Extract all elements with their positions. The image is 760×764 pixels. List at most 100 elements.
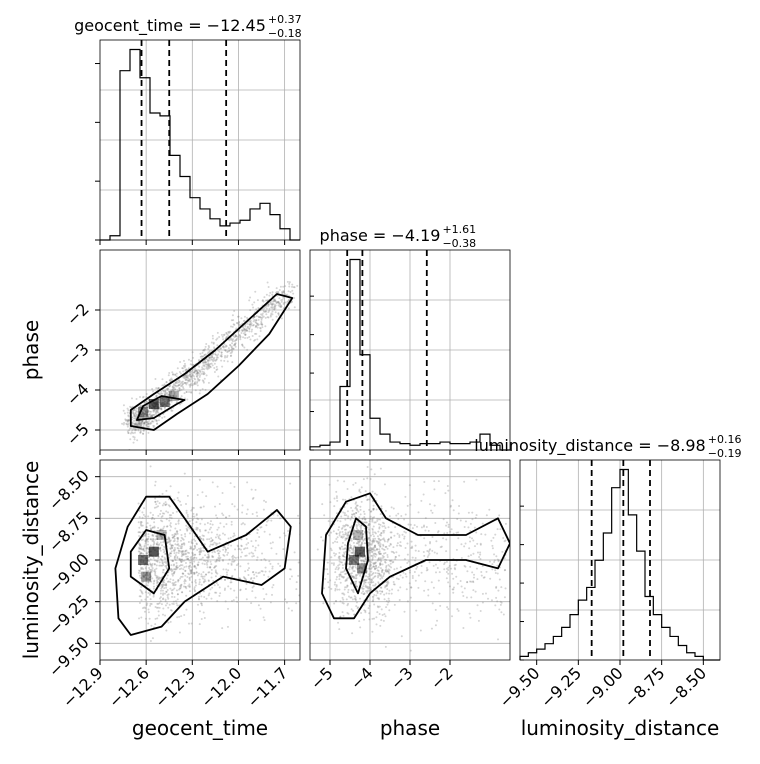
sample-point — [157, 505, 160, 508]
sample-point — [159, 547, 162, 550]
sample-point — [367, 607, 370, 610]
sample-point — [182, 382, 185, 385]
sample-point — [468, 612, 471, 615]
sample-point — [135, 407, 138, 410]
sample-point — [342, 592, 345, 595]
sample-point — [190, 359, 193, 362]
sample-point — [339, 615, 342, 618]
sample-point — [144, 598, 147, 601]
sample-point — [370, 570, 373, 573]
sample-point — [201, 491, 204, 494]
sample-point — [187, 377, 190, 380]
sample-point — [352, 576, 355, 579]
sample-point — [330, 556, 333, 559]
sample-point — [217, 559, 220, 562]
sample-point — [203, 616, 206, 619]
sample-point — [369, 589, 372, 592]
sample-point — [371, 559, 374, 562]
sample-point — [359, 505, 362, 508]
sample-point — [344, 537, 347, 540]
sample-point — [436, 552, 439, 555]
sample-point — [357, 528, 360, 531]
sample-point — [253, 316, 256, 319]
sample-point — [154, 500, 157, 503]
sample-point — [205, 495, 208, 498]
sample-point — [410, 547, 413, 550]
sample-point — [338, 628, 341, 631]
sample-point — [394, 555, 397, 558]
sample-point — [385, 584, 388, 587]
sample-point — [357, 521, 360, 524]
sample-point — [362, 521, 365, 524]
sample-point — [362, 585, 365, 588]
sample-point — [369, 588, 372, 591]
sample-point — [196, 371, 199, 374]
sample-point — [199, 506, 202, 509]
sample-point — [243, 328, 246, 331]
sample-point — [176, 555, 179, 558]
sample-point — [138, 547, 141, 550]
sample-point — [438, 592, 441, 595]
sample-point — [417, 586, 420, 589]
sample-point — [174, 523, 177, 526]
sample-point — [366, 498, 369, 501]
sample-point — [143, 413, 146, 416]
sample-point — [226, 547, 229, 550]
sample-point — [255, 575, 258, 578]
sample-point — [343, 593, 346, 596]
sample-point — [182, 359, 185, 362]
sample-point — [347, 557, 350, 560]
sample-point — [130, 427, 133, 430]
sample-point — [153, 506, 156, 509]
sample-point — [271, 303, 274, 306]
sample-point — [142, 575, 145, 578]
sample-point — [254, 326, 257, 329]
sample-point — [348, 549, 351, 552]
sample-point — [176, 537, 179, 540]
sample-point — [201, 366, 204, 369]
sample-point — [129, 427, 132, 430]
sample-point — [284, 534, 287, 537]
sample-point — [166, 594, 169, 597]
sample-point — [346, 517, 349, 520]
sample-point — [275, 301, 278, 304]
sample-point — [222, 546, 225, 549]
sample-point — [172, 572, 175, 575]
sample-point — [379, 539, 382, 542]
sample-point — [144, 539, 147, 542]
sample-point — [454, 568, 457, 571]
sample-point — [143, 422, 146, 425]
sample-point — [175, 372, 178, 375]
sample-point — [202, 349, 205, 352]
sample-point — [361, 517, 364, 520]
sample-point — [165, 567, 168, 570]
sample-point — [401, 533, 404, 536]
sample-point — [215, 582, 218, 585]
sample-point — [199, 547, 202, 550]
sample-point — [168, 514, 171, 517]
sample-point — [252, 585, 255, 588]
sample-point — [374, 565, 377, 568]
sample-point — [255, 315, 258, 318]
sample-point — [448, 564, 451, 567]
sample-point — [182, 572, 185, 575]
sample-point — [213, 362, 216, 365]
sample-point — [173, 587, 176, 590]
sample-point — [370, 561, 373, 564]
sample-point — [147, 611, 150, 614]
sample-point — [210, 354, 213, 357]
sample-point — [159, 541, 162, 544]
sample-point — [152, 582, 155, 585]
sample-point — [147, 416, 150, 419]
sample-point — [209, 526, 212, 529]
sample-point — [254, 321, 257, 324]
sample-point — [153, 408, 156, 411]
sample-point — [193, 587, 196, 590]
sample-point — [374, 589, 377, 592]
sample-point — [127, 409, 130, 412]
sample-point — [194, 378, 197, 381]
sample-point — [374, 583, 377, 586]
sample-point — [381, 516, 384, 519]
sample-point — [176, 496, 179, 499]
sample-point — [286, 301, 289, 304]
